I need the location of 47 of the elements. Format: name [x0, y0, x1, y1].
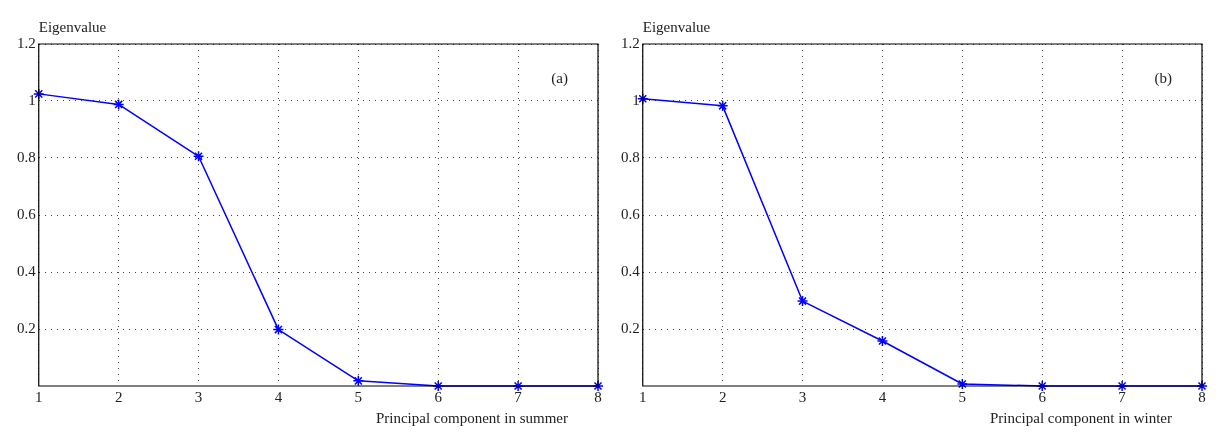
point — [876, 335, 889, 347]
y-tick-label: 0.8 — [17, 148, 36, 165]
x-tick-label: 5 — [958, 388, 967, 405]
point — [1036, 380, 1048, 392]
y-tick-label: 0.2 — [17, 319, 36, 336]
annotation: (b) — [1154, 70, 1172, 88]
point — [796, 295, 809, 307]
x-axis-title: Principal component in winter — [989, 410, 1172, 427]
point — [272, 323, 285, 336]
point — [33, 88, 45, 100]
y-tick-label: 0.2 — [621, 319, 640, 336]
y-tick-label: 0.6 — [17, 205, 37, 222]
point — [1196, 380, 1208, 392]
x-tick-label: 6 — [434, 388, 443, 405]
y-tick-label: 1 — [28, 91, 36, 108]
point — [592, 380, 604, 392]
point — [1116, 380, 1128, 392]
y-tick-label: 0.6 — [621, 205, 641, 222]
y-tick-label: 0.4 — [17, 262, 37, 279]
y-tick-label: 1.2 — [17, 34, 36, 51]
point — [192, 150, 205, 163]
point — [112, 98, 125, 111]
x-tick-label: 7 — [514, 388, 523, 405]
point — [512, 380, 524, 392]
x-tick-label: 8 — [594, 388, 602, 405]
y-axis-title: Eigenvalue — [38, 19, 107, 36]
y-tick-label: 1.2 — [621, 34, 640, 51]
x-tick-label: 2 — [114, 388, 123, 405]
point — [956, 378, 969, 390]
y-tick-label: 1 — [632, 91, 640, 108]
y-tick-label: 0.8 — [621, 148, 640, 165]
x-tick-label: 3 — [798, 388, 807, 405]
x-tick-label: 2 — [718, 388, 727, 405]
x-tick-label: 6 — [1038, 388, 1047, 405]
x-tick-label: 8 — [1198, 388, 1206, 405]
x-tick-label: 4 — [878, 388, 887, 405]
y-axis-title: Eigenvalue — [642, 19, 711, 36]
x-tick-label: 5 — [354, 388, 363, 405]
x-tick-label: 3 — [194, 388, 203, 405]
y-tick-label: 0.4 — [621, 262, 641, 279]
point — [432, 380, 444, 392]
point — [716, 100, 729, 112]
x-tick-label: 4 — [274, 388, 283, 405]
x-axis-title: Principal component in summer — [375, 410, 568, 427]
x-tick-label: 7 — [1118, 388, 1127, 405]
annotation: (a) — [551, 70, 568, 88]
point — [352, 375, 365, 387]
